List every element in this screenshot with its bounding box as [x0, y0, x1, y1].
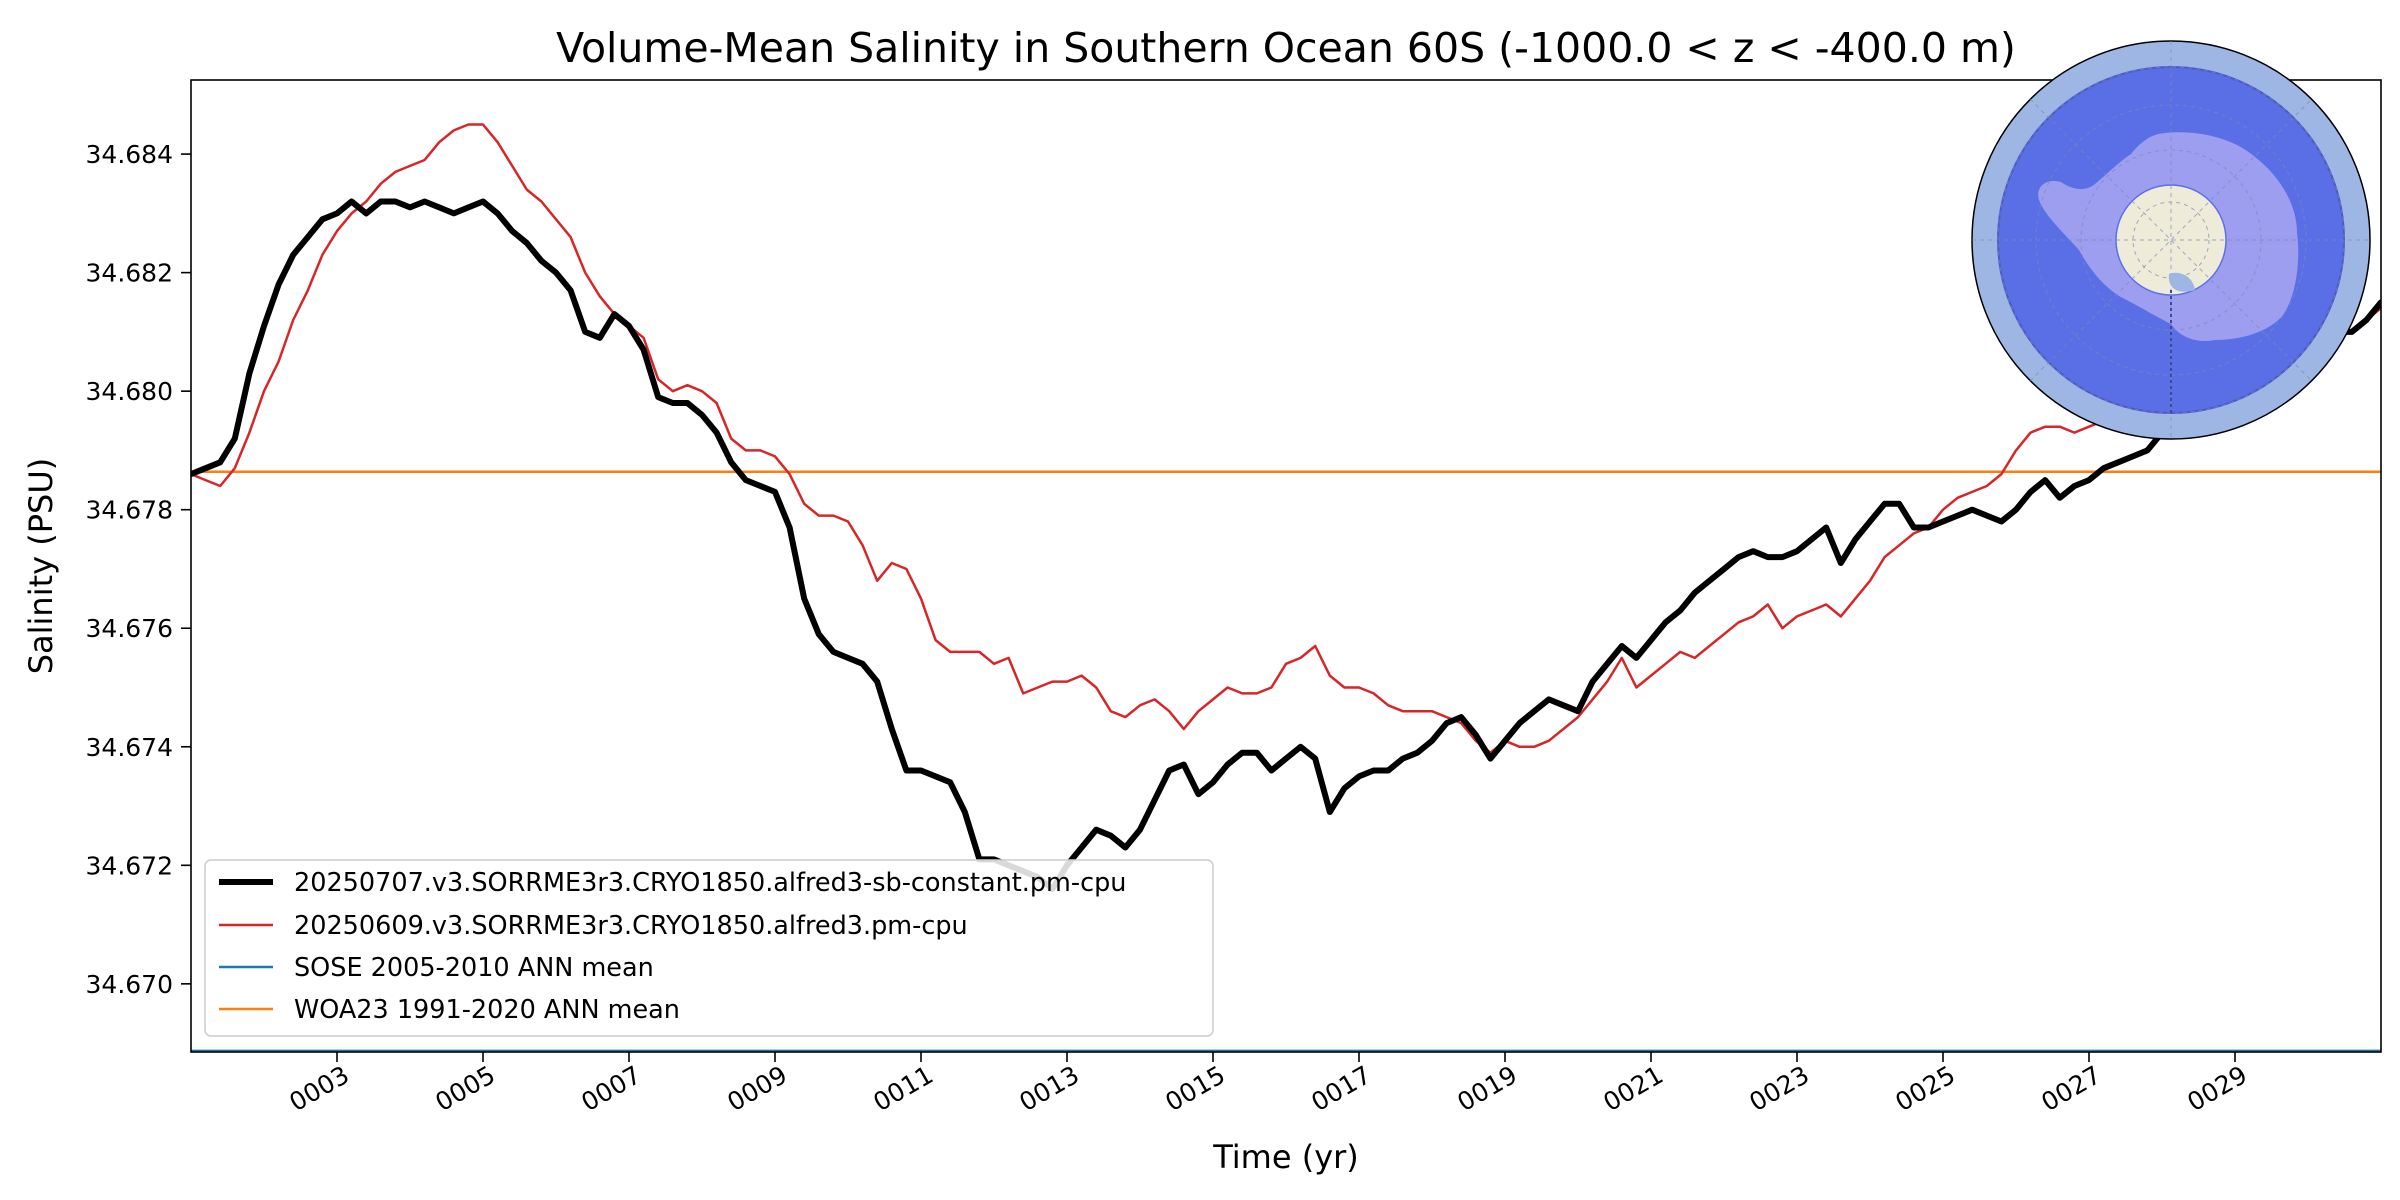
y-tick-label: 34.674	[86, 733, 173, 762]
y-axis: 34.670 34.672 34.674 34.676 34.678 34.680 34.6…	[86, 140, 191, 999]
y-tick-label: 34.680	[86, 377, 173, 406]
legend-label: SOSE 2005-2010 ANN mean	[294, 953, 654, 983]
y-tick-label: 34.682	[86, 259, 173, 288]
y-tick-label: 34.670	[86, 970, 173, 999]
legend: 20250707.v3.SORRME3r3.CRYO1850.alfred3-s…	[204, 859, 1214, 1037]
series-layer	[191, 123, 2381, 1052]
y-tick-label: 34.676	[86, 614, 173, 643]
legend-label: 20250609.v3.SORRME3r3.CRYO1850.alfred3.p…	[294, 911, 968, 941]
series-line	[191, 198, 2381, 892]
y-axis-label: Salinity (PSU)	[22, 458, 60, 675]
plot-frame	[190, 79, 2382, 1053]
map-ross-shelf	[2168, 272, 2195, 292]
y-tick-label: 34.672	[86, 851, 173, 880]
x-axis-label: Time (yr)	[1212, 1138, 1359, 1176]
legend-box	[204, 859, 1214, 1037]
legend-label: 20250707.v3.SORRME3r3.CRYO1850.alfred3-s…	[294, 868, 1126, 898]
chart-title: Volume-Mean Salinity in Southern Ocean 6…	[556, 24, 2016, 72]
legend-label: WOA23 1991-2020 ANN mean	[294, 995, 680, 1025]
y-tick-label: 34.678	[86, 496, 173, 525]
y-tick-label: 34.684	[86, 140, 173, 169]
antarctica-polar-map-icon	[1971, 40, 2371, 440]
series-line	[191, 123, 2381, 754]
